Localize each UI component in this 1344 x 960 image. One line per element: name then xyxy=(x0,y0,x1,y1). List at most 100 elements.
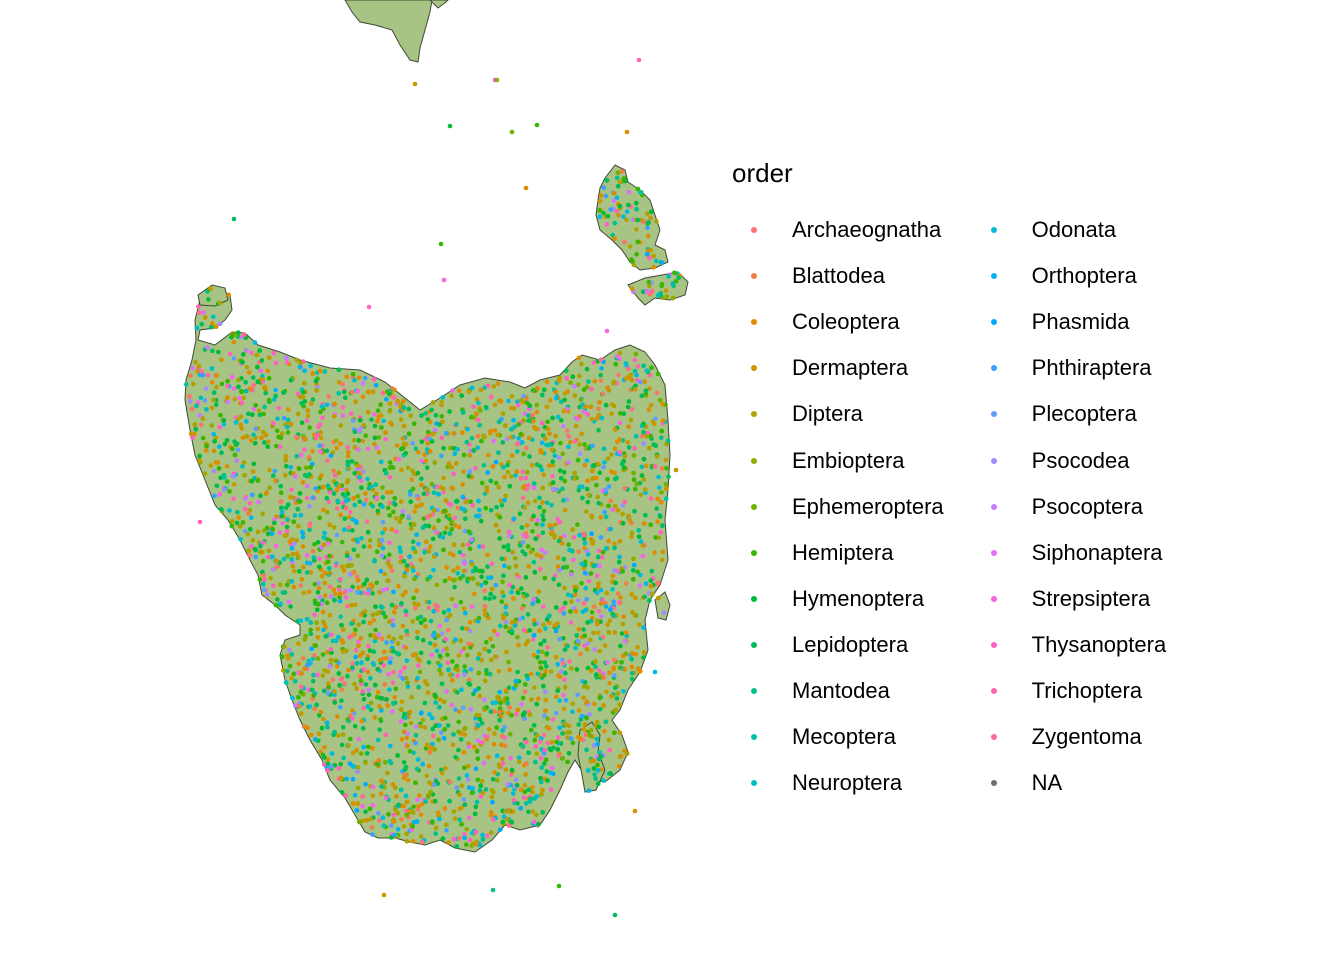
occurrence-point xyxy=(426,605,432,611)
occurrence-point xyxy=(538,779,544,785)
occurrence-point xyxy=(581,695,586,701)
occurrence-point xyxy=(517,511,523,516)
occurrence-point xyxy=(214,402,219,408)
occurrence-point xyxy=(392,832,398,838)
occurrence-point xyxy=(506,659,511,665)
occurrence-point xyxy=(595,630,601,636)
occurrence-point xyxy=(430,726,436,732)
occurrence-point xyxy=(498,713,504,719)
occurrence-point xyxy=(581,684,587,689)
occurrence-point xyxy=(407,709,413,715)
occurrence-point xyxy=(423,746,429,751)
occurrence-point xyxy=(304,465,309,471)
occurrence-point xyxy=(283,454,289,459)
occurrence-point xyxy=(583,732,589,737)
occurrence-point xyxy=(467,682,473,687)
occurrence-point xyxy=(465,652,470,658)
occurrence-point xyxy=(321,535,327,540)
occurrence-point xyxy=(451,809,457,814)
occurrence-point xyxy=(391,812,397,818)
occurrence-point xyxy=(648,583,654,589)
occurrence-point xyxy=(369,825,375,830)
occurrence-point xyxy=(532,569,538,575)
occurrence-point xyxy=(462,528,468,534)
occurrence-point xyxy=(509,453,515,458)
occurrence-point xyxy=(532,685,537,690)
occurrence-point xyxy=(424,465,430,471)
occurrence-point xyxy=(380,588,386,593)
occurrence-point xyxy=(335,498,341,504)
occurrence-point xyxy=(473,804,479,810)
occurrence-point xyxy=(474,749,480,754)
occurrence-point xyxy=(415,635,420,641)
occurrence-point xyxy=(342,527,347,532)
occurrence-point xyxy=(331,491,337,496)
occurrence-point xyxy=(327,566,332,571)
occurrence-point xyxy=(560,486,565,492)
occurrence-point xyxy=(329,764,334,769)
occurrence-point xyxy=(496,668,502,674)
occurrence-point xyxy=(449,485,455,491)
occurrence-point xyxy=(355,590,360,595)
occurrence-point xyxy=(618,595,623,600)
occurrence-point xyxy=(306,658,311,664)
occurrence-point xyxy=(489,561,495,567)
occurrence-point xyxy=(605,213,611,219)
occurrence-point xyxy=(523,641,529,647)
occurrence-point xyxy=(468,645,473,650)
occurrence-point xyxy=(410,468,415,474)
occurrence-point xyxy=(608,207,613,212)
occurrence-point xyxy=(225,383,230,389)
occurrence-point xyxy=(194,403,199,409)
occurrence-point xyxy=(278,601,283,607)
occurrence-point xyxy=(583,680,588,685)
occurrence-point xyxy=(208,286,213,291)
occurrence-point xyxy=(448,445,453,451)
occurrence-point xyxy=(305,413,311,419)
occurrence-point xyxy=(544,664,549,669)
occurrence-point xyxy=(484,488,490,494)
occurrence-point xyxy=(244,419,249,424)
occurrence-point xyxy=(393,785,398,790)
occurrence-point xyxy=(500,411,506,416)
occurrence-point xyxy=(534,521,540,527)
occurrence-point xyxy=(332,689,337,694)
occurrence-point xyxy=(544,500,550,506)
occurrence-point xyxy=(555,564,561,569)
occurrence-point xyxy=(493,700,499,705)
occurrence-point xyxy=(584,646,590,652)
occurrence-point xyxy=(504,816,510,822)
occurrence-point xyxy=(276,405,282,411)
occurrence-point xyxy=(340,381,346,387)
occurrence-point xyxy=(638,190,643,195)
occurrence-point xyxy=(596,609,601,614)
occurrence-point xyxy=(307,561,313,566)
occurrence-point xyxy=(401,729,407,735)
occurrence-point xyxy=(588,571,594,576)
occurrence-point xyxy=(637,583,643,589)
occurrence-point xyxy=(377,657,383,663)
occurrence-point xyxy=(541,604,546,609)
occurrence-point xyxy=(634,372,639,378)
occurrence-point xyxy=(548,770,554,776)
occurrence-point xyxy=(524,445,529,451)
occurrence-point xyxy=(620,521,626,526)
occurrence-point xyxy=(337,598,343,604)
occurrence-point xyxy=(432,747,437,752)
occurrence-point xyxy=(492,402,498,408)
occurrence-point xyxy=(633,351,639,357)
occurrence-point xyxy=(552,453,558,459)
occurrence-point xyxy=(611,666,616,672)
occurrence-point xyxy=(257,577,263,582)
occurrence-point xyxy=(373,604,378,609)
occurrence-point xyxy=(288,494,293,500)
occurrence-point xyxy=(375,667,381,672)
occurrence-point xyxy=(423,458,429,464)
occurrence-point xyxy=(431,609,437,614)
occurrence-point xyxy=(525,469,530,475)
occurrence-point xyxy=(425,429,431,435)
occurrence-point xyxy=(469,843,475,849)
occurrence-point xyxy=(338,676,344,682)
occurrence-point xyxy=(462,835,467,841)
occurrence-point xyxy=(439,453,444,459)
